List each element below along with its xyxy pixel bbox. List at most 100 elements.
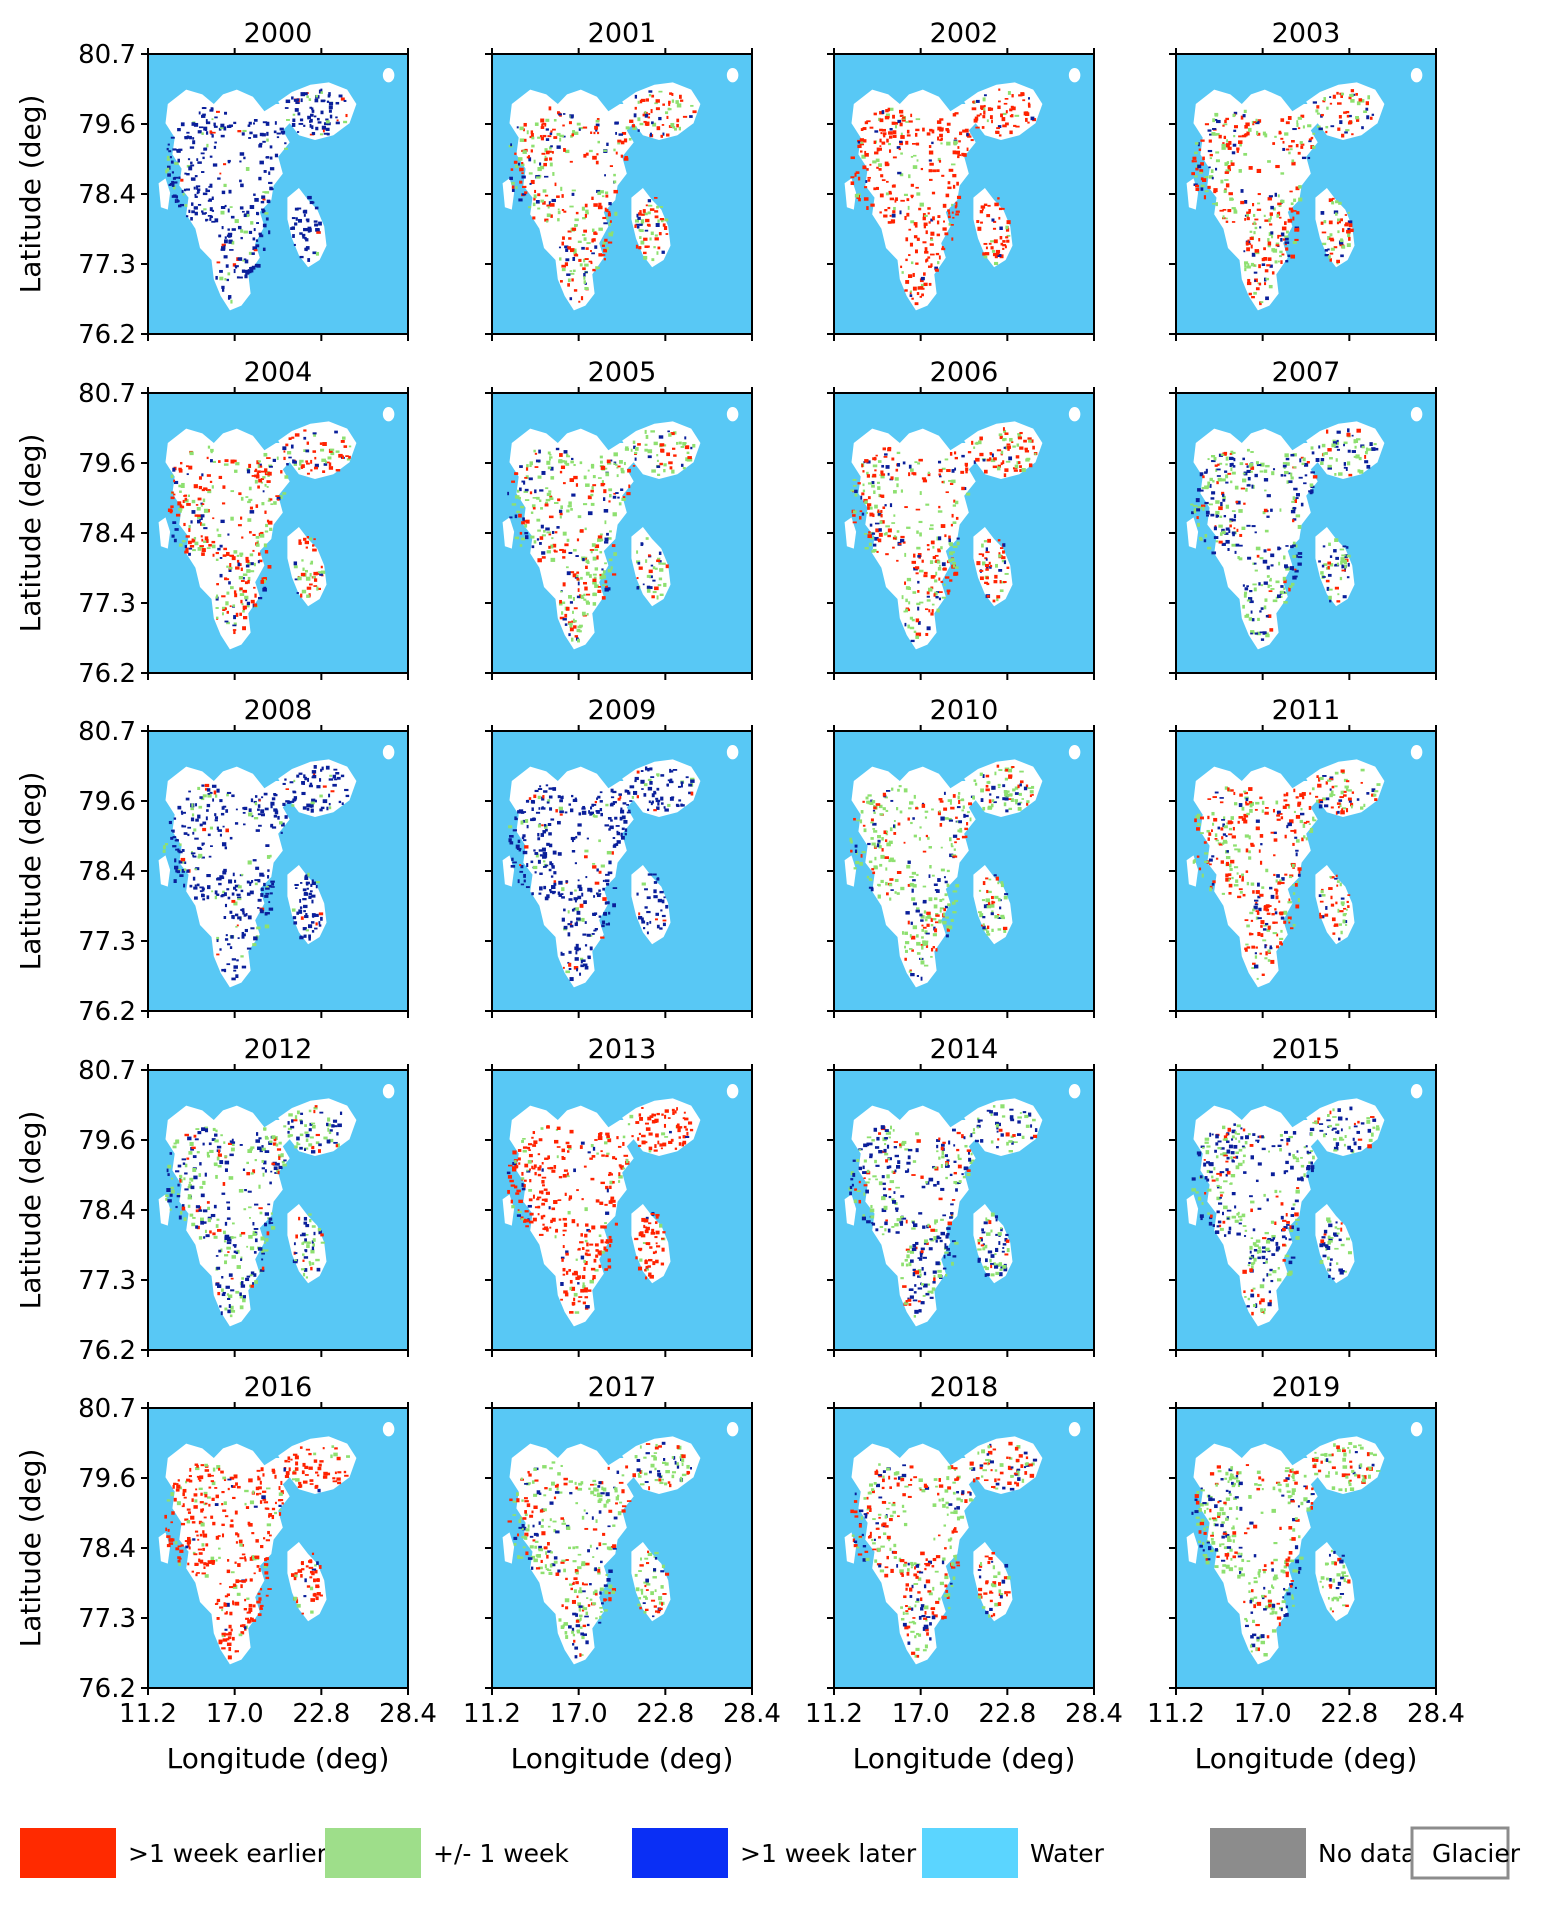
melt-onset-pixels [850,88,1037,306]
x-tick-label: 11.2 [119,1699,177,1729]
map-panel-2017: 2017 11.2 17.0 22.8 28.4 Longitude (deg) [463,1372,781,1775]
legend-swatch [20,1828,116,1878]
panel-title: 2018 [930,1372,999,1403]
panel-title: 2010 [930,695,999,726]
y-tick-label: 79.6 [78,1464,136,1494]
panel-title: 2006 [930,357,999,388]
y-tick-label: 77.3 [78,250,136,280]
melt-onset-pixels [1192,768,1381,980]
y-tick-label: 76.2 [78,320,136,350]
legend-label: >1 week later [740,1839,917,1868]
map-panel-2018: 2018 11.2 17.0 22.8 28.4 Longitude (deg) [805,1372,1123,1775]
melt-onset-pixels [848,1104,1038,1318]
melt-onset-pixels [508,766,695,982]
x-tick-label: 11.2 [1147,1699,1205,1729]
y-tick-label: 76.2 [78,659,136,689]
panel-title: 2012 [244,1034,313,1065]
melt-onset-pixels [165,88,348,304]
legend-swatch [922,1828,1018,1878]
x-tick-label: 17.0 [892,1699,950,1729]
panel-title: 2003 [1272,18,1341,49]
y-tick-label: 76.2 [78,997,136,1027]
map-panel-2007: 2007 [1169,357,1437,680]
x-axis-label: Longitude (deg) [853,1742,1076,1775]
y-tick-label: 78.4 [78,1196,136,1226]
panel-title: 2008 [244,695,313,726]
melt-onset-pixels [850,1441,1038,1658]
map-panel-2004: 2004 80.7 79.6 78.4 77.3 76.2 Latitude (deg) [14,357,409,689]
melt-onset-pixels [162,765,350,981]
x-tick-label: 28.4 [1407,1699,1465,1729]
y-tick-label: 80.7 [78,40,136,70]
legend-swatch [325,1828,421,1878]
panel-title: 2015 [1272,1034,1341,1065]
melt-onset-pixels [506,1107,694,1314]
map-panel-2016: 2016 11.2 17.0 22.8 28.4 80.7 79.6 78.4 77.3 76.2… [14,1372,437,1775]
melt-onset-pixels [165,1105,343,1318]
x-tick-label: 28.4 [379,1699,437,1729]
y-tick-label: 77.3 [78,1604,136,1634]
y-tick-label: 78.4 [78,1534,136,1564]
legend-item-2: >1 week later [632,1828,917,1878]
y-tick-label: 80.7 [78,379,136,409]
x-tick-label: 17.0 [550,1699,608,1729]
map-panel-2003: 2003 [1169,18,1437,341]
y-tick-label: 77.3 [78,1266,136,1296]
map-panel-2008: 2008 80.7 79.6 78.4 77.3 76.2 Latitude (deg) [14,695,409,1027]
panel-title: 2014 [930,1034,999,1065]
melt-onset-pixels [508,90,697,303]
legend-label: Glacier [1432,1839,1521,1868]
map-panel-2013: 2013 [485,1034,753,1357]
y-tick-label: 76.2 [78,1674,136,1704]
map-panel-2012: 2012 80.7 79.6 78.4 77.3 76.2 Latitude (deg) [14,1034,409,1366]
melt-onset-pixels [1191,1106,1380,1316]
x-tick-label: 28.4 [1065,1699,1123,1729]
legend-swatch [1410,1826,1510,1880]
x-tick-label: 22.8 [978,1699,1036,1729]
legend-swatch [632,1828,728,1878]
panel-title: 2013 [588,1034,657,1065]
map-panel-2010: 2010 [827,695,1095,1018]
panel-title: 2009 [588,695,657,726]
panel-title: 2005 [588,357,657,388]
y-tick-label: 77.3 [78,589,136,619]
map-panel-2000: 2000 80.7 79.6 78.4 77.3 76.2 Latitude (deg) [14,18,409,350]
melt-onset-pixels [507,429,696,643]
x-tick-label: 22.8 [1320,1699,1378,1729]
y-tick-label: 78.4 [78,857,136,887]
melt-onset-pixels [1191,1442,1381,1657]
melt-onset-pixels [164,1445,350,1660]
panel-title: 2011 [1272,695,1341,726]
map-panel-2019: 2019 11.2 17.0 22.8 28.4 Longitude (deg) [1147,1372,1465,1775]
y-tick-label: 79.6 [78,787,136,817]
y-tick-label: 79.6 [78,110,136,140]
y-tick-label: 80.7 [78,1056,136,1086]
melt-onset-pixels [507,1441,693,1659]
melt-onset-pixels [1191,89,1375,306]
y-tick-label: 80.7 [78,1394,136,1424]
panel-title: 2004 [244,357,313,388]
map-panel-2011: 2011 [1169,695,1437,1018]
legend-swatch [1210,1828,1306,1878]
x-tick-label: 17.0 [1234,1699,1292,1729]
y-axis-label: Latitude (deg) [14,434,47,633]
map-panel-2014: 2014 [827,1034,1095,1357]
y-tick-label: 78.4 [78,519,136,549]
legend-label: No data [1318,1839,1416,1868]
x-axis-label: Longitude (deg) [511,1742,734,1775]
map-panel-2009: 2009 [485,695,753,1018]
legend-item-5: Glacier [1410,1826,1521,1880]
panel-title: 2002 [930,18,999,49]
y-axis-label: Latitude (deg) [14,772,47,971]
panel-title: 2000 [244,18,313,49]
legend-label: >1 week earlier [128,1839,328,1868]
x-tick-label: 28.4 [723,1699,781,1729]
panel-title: 2019 [1272,1372,1341,1403]
map-panel-2005: 2005 [485,357,753,680]
legend-item-1: +/- 1 week [325,1828,569,1878]
melt-onset-pixels [850,427,1038,643]
x-axis-label: Longitude (deg) [1195,1742,1418,1775]
y-tick-label: 76.2 [78,1336,136,1366]
panel-title: 2007 [1272,357,1341,388]
x-axis-label: Longitude (deg) [167,1742,390,1775]
